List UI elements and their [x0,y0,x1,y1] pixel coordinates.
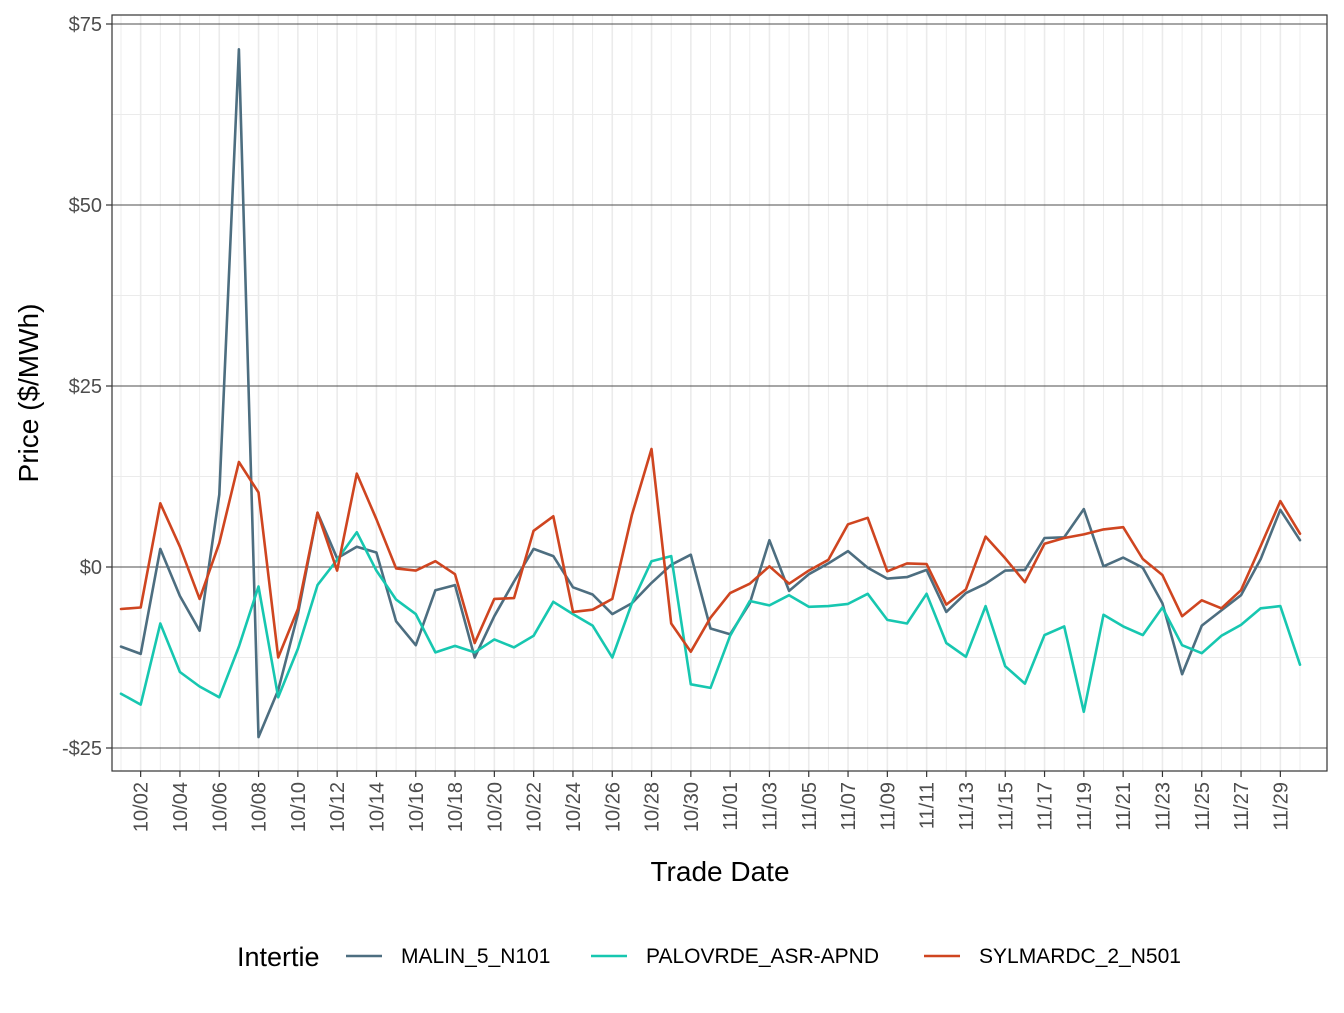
x-tick-label: 11/17 [1035,782,1057,831]
x-tick-label: 10/18 [445,782,467,832]
x-tick-label: 10/14 [366,782,388,832]
x-tick-label: 11/15 [995,782,1017,831]
y-tick-label: $25 [69,376,102,398]
y-axis: -$25 $0 $25 $50 $75 [62,14,112,760]
series-lines [119,47,1302,739]
y-tick-label: $75 [69,14,102,36]
x-tick-label: 11/19 [1074,782,1096,831]
x-tick-label: 11/29 [1270,782,1292,831]
x-tick-label: 11/23 [1152,782,1174,831]
x-tick-label: 10/26 [602,782,624,832]
x-axis: 10/02 10/04 10/06 10/08 10/10 10/12 10/14 10/16… [131,771,1292,832]
x-tick-label: 10/22 [524,782,546,832]
x-tick-label: 11/09 [877,782,899,831]
y-tick-label: $0 [80,557,102,579]
legend-label: SYLMARDC_2_N501 [979,945,1181,968]
legend-label: PALOVRDE_ASR-APND [646,945,879,968]
x-tick-label: 11/07 [838,782,860,831]
x-tick-label: 10/08 [249,782,271,832]
legend-title: Intertie [237,942,320,972]
y-axis-title: Price ($/MWh) [13,304,44,483]
plot-panel-border [111,14,1328,772]
x-tick-label: 11/05 [799,782,821,831]
x-tick-label: 10/30 [681,782,703,832]
x-tick-label: 10/06 [209,782,231,832]
x-tick-label: 11/21 [1113,782,1135,831]
x-tick-label: 10/16 [406,782,428,832]
series-line-palovrde-asr-apnd [119,530,1302,714]
x-tick-label: 10/10 [288,782,310,832]
y-tick-label: $50 [69,195,102,217]
x-tick-label: 10/24 [563,782,585,832]
legend: Intertie MALIN_5_N101 PALOVRDE_ASR-APND SY… [237,942,1181,972]
x-tick-label: 11/13 [956,782,978,831]
legend-label: MALIN_5_N101 [401,945,550,968]
series-line-sylmardc-2-n501 [119,447,1302,659]
x-tick-label: 10/20 [484,782,506,832]
x-tick-label: 10/04 [170,782,192,832]
x-tick-label: 10/12 [327,782,349,832]
x-tick-label: 10/28 [642,782,664,832]
x-tick-label: 11/01 [720,782,742,831]
x-tick-label: 11/03 [759,782,781,831]
y-tick-label: -$25 [62,738,102,760]
x-axis-title: Trade Date [650,856,789,887]
x-tick-label: 10/02 [131,782,153,832]
x-tick-label: 11/25 [1192,782,1214,831]
x-tick-label: 11/11 [917,782,939,829]
x-tick-label: 11/27 [1231,782,1253,831]
